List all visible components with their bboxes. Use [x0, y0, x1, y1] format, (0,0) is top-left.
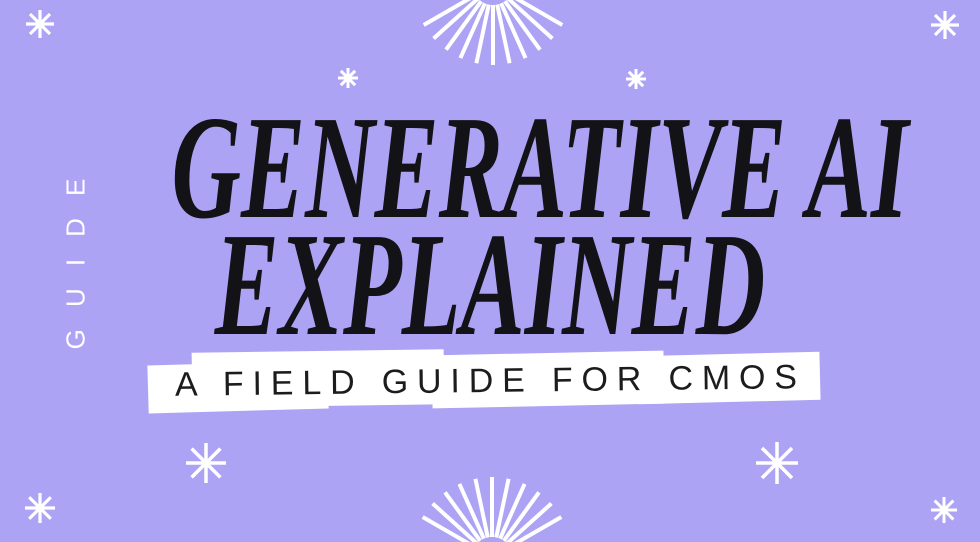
subtitle-text: A FIELD GUIDE FOR CMOS: [174, 358, 807, 404]
asterisk-icon: [931, 497, 957, 523]
asterisk-icon: [186, 443, 226, 483]
title-line-1: GENERATIVE AI: [171, 86, 909, 250]
asterisk-icon: [931, 11, 959, 39]
subtitle-banner: A FIELD GUIDE FOR CMOS: [147, 349, 824, 414]
sunburst-top-icon: [422, 0, 564, 65]
sunburst-bottom-icon: [421, 477, 563, 542]
asterisk-icon: [756, 442, 798, 484]
asterisk-icon: [338, 68, 358, 88]
asterisk-icon: [25, 493, 55, 523]
asterisk-icon: [26, 10, 54, 38]
page-title: GENERATIVE AI EXPLAINED: [0, 86, 980, 367]
title-line-2: EXPLAINED: [214, 203, 766, 367]
